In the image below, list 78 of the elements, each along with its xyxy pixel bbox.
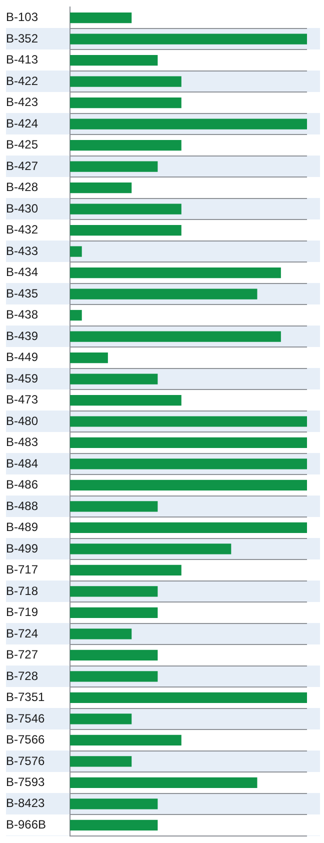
y-tick-label: B-433 — [6, 244, 38, 258]
y-tick-label: B-103 — [6, 10, 38, 24]
bar — [70, 352, 108, 364]
bar — [70, 140, 182, 151]
bar — [70, 820, 158, 830]
bar — [70, 501, 158, 512]
y-tick-label: B-489 — [6, 520, 38, 534]
y-tick-label: B-425 — [6, 138, 38, 152]
y-tick-label: B-473 — [6, 392, 38, 407]
bar — [70, 437, 307, 448]
bar — [70, 416, 307, 427]
bar — [70, 777, 258, 788]
bar — [70, 458, 307, 470]
bar — [70, 182, 132, 194]
y-tick-label: B-432 — [6, 222, 38, 237]
y-tick-label: B-424 — [6, 116, 38, 130]
y-tick-label: B-8423 — [6, 796, 46, 810]
bar — [70, 714, 132, 724]
y-tick-label: B-484 — [6, 456, 38, 470]
bar — [70, 798, 158, 810]
y-tick-label: B-480 — [6, 414, 38, 428]
bar — [70, 756, 132, 767]
bar — [70, 204, 182, 214]
y-tick-label: B-7351 — [6, 690, 46, 704]
y-tick-label: B-718 — [6, 584, 38, 598]
y-tick-label: B-428 — [6, 180, 38, 194]
y-tick-label: B-430 — [6, 201, 38, 216]
bar — [70, 118, 307, 130]
bar — [70, 692, 307, 704]
bar — [70, 12, 132, 24]
bar — [70, 607, 158, 618]
bar — [70, 224, 182, 236]
y-tick-label: B-439 — [6, 328, 38, 343]
bar — [70, 586, 158, 597]
bar — [70, 374, 158, 384]
y-tick-label: B-486 — [6, 478, 38, 492]
y-tick-label: B-422 — [6, 74, 38, 88]
y-tick-label: B-488 — [6, 498, 38, 513]
bar — [70, 734, 182, 746]
y-tick-label: B-427 — [6, 158, 38, 173]
y-tick-label: B-435 — [6, 286, 38, 300]
bar — [70, 394, 182, 406]
y-tick-label: B-438 — [6, 308, 38, 322]
y-tick-label: B-727 — [6, 648, 38, 662]
y-tick-label: B-7566 — [6, 732, 46, 747]
bar — [70, 628, 132, 640]
bar — [70, 544, 232, 554]
y-tick-label: B-449 — [6, 350, 38, 364]
y-tick-label: B-7576 — [6, 754, 46, 768]
bar — [70, 310, 82, 321]
bar — [70, 267, 281, 278]
y-tick-label: B-483 — [6, 435, 38, 450]
bar — [70, 522, 307, 534]
y-tick-label: B-352 — [6, 31, 38, 46]
y-tick-label: B-966B — [6, 817, 46, 832]
y-tick-label: B-423 — [6, 95, 38, 110]
bar — [70, 288, 258, 300]
bar — [70, 246, 82, 257]
bar — [70, 161, 158, 172]
y-tick-label: B-719 — [6, 605, 38, 620]
y-tick-label: B-413 — [6, 52, 38, 67]
y-tick-label: B-459 — [6, 371, 38, 386]
y-tick-label: B-434 — [6, 265, 38, 280]
bar — [70, 480, 307, 491]
bar — [70, 76, 182, 87]
bar — [70, 564, 182, 576]
y-tick-label: B-7546 — [6, 711, 46, 726]
y-tick-label: B-499 — [6, 541, 38, 556]
y-tick-label: B-7593 — [6, 774, 46, 789]
bar — [70, 55, 158, 66]
bar — [70, 97, 182, 108]
y-tick-label: B-717 — [6, 562, 38, 577]
bar — [70, 34, 307, 44]
bar — [70, 650, 158, 661]
bar — [70, 331, 281, 342]
bar — [70, 671, 158, 682]
y-tick-label: B-724 — [6, 626, 38, 640]
y-tick-label: B-728 — [6, 668, 38, 683]
